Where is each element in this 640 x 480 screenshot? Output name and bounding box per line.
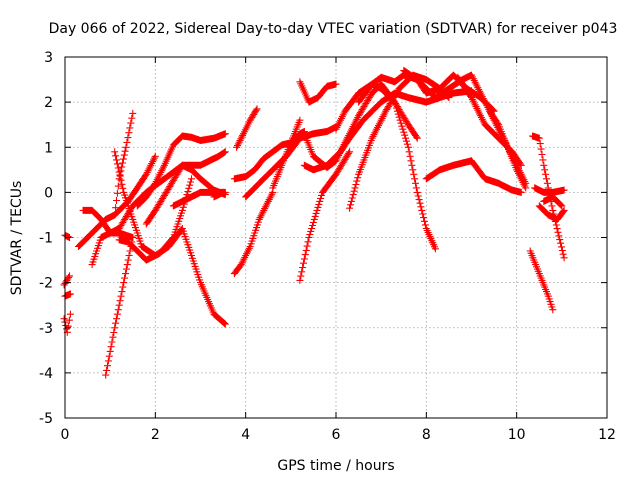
series-arc-7: [115, 175, 195, 264]
y-tick-label: -2: [39, 276, 53, 292]
series-arc-20: [269, 116, 304, 192]
data-point-plus-markers: [269, 116, 304, 192]
series-arc-30: [454, 73, 525, 169]
data-point-plus-markers: [102, 234, 137, 379]
y-tick-label: -4: [39, 366, 53, 382]
data-point-plus-markers: [296, 148, 354, 284]
series-arc-24: [300, 80, 439, 253]
x-tick-label: 4: [241, 427, 250, 443]
y-tick-label: 0: [44, 185, 53, 201]
x-tick-label: 10: [508, 427, 526, 443]
y-axis-label: SDTVAR / TECUs: [9, 181, 25, 296]
series-arc-22: [296, 148, 354, 284]
data-point-plus-markers: [300, 80, 439, 253]
data-point-plus-markers: [233, 105, 261, 151]
series-arc-5: [102, 234, 137, 379]
x-tick-label: 6: [332, 427, 341, 443]
x-tick-label: 2: [151, 427, 160, 443]
series-arc-34: [531, 184, 568, 196]
data-point-plus-markers: [210, 188, 227, 201]
series-arc-3: [60, 272, 73, 289]
series-arc-16: [230, 188, 277, 278]
series-arc-36: [540, 193, 566, 210]
data-point-plus-markers: [540, 193, 566, 210]
y-tick-label: 1: [44, 140, 53, 156]
data-point-plus-markers: [60, 272, 73, 289]
series-arc-2: [61, 290, 74, 300]
y-tick-label: 2: [44, 95, 53, 111]
data-point-plus-markers: [535, 202, 568, 223]
data-point-plus-markers: [61, 231, 73, 241]
data-point-plus-markers: [531, 184, 568, 196]
series-arc-9: [79, 206, 137, 241]
x-tick-label: 0: [61, 427, 70, 443]
chart-title: Day 066 of 2022, Sidereal Day-to-day VTE…: [49, 21, 618, 37]
data-point-plus-markers: [230, 188, 277, 278]
x-tick-label: 12: [598, 427, 616, 443]
data-point-plus-markers: [296, 78, 340, 106]
data-point-plus-markers: [75, 152, 159, 250]
data-point-plus-markers: [526, 247, 557, 314]
x-axis-label: GPS time / hours: [277, 458, 394, 474]
series-arc-32: [526, 247, 557, 314]
data-point-plus-markers: [486, 107, 530, 192]
y-tick-label: -3: [39, 321, 53, 337]
y-tick-label: -1: [39, 231, 53, 247]
series-arc-1: [61, 231, 73, 241]
series-arc-19: [233, 105, 261, 151]
series-arc-31: [486, 107, 530, 192]
series-arc-10: [75, 152, 159, 250]
series-arc-29: [422, 157, 525, 196]
series-arc-35: [535, 202, 568, 223]
data-point-plus-markers: [422, 157, 525, 196]
data-point-plus-markers: [61, 290, 74, 300]
series-arc-21: [296, 78, 340, 106]
data-point-plus-markers: [133, 130, 229, 210]
grid-lines: [65, 57, 607, 418]
series-arc-15: [210, 188, 227, 201]
y-tick-label: 3: [44, 50, 53, 66]
data-point-plus-markers: [79, 206, 137, 241]
data-point-plus-markers: [111, 109, 137, 219]
series-arc-4: [60, 310, 74, 336]
data-point-plus-markers: [60, 310, 74, 336]
x-tick-label: 8: [422, 427, 431, 443]
series-arc-12: [133, 130, 229, 210]
data-marks: [60, 67, 568, 379]
series-arc-11: [111, 109, 137, 219]
y-tick-label: -5: [39, 411, 53, 427]
data-point-plus-markers: [115, 175, 195, 264]
data-point-plus-markers: [454, 73, 525, 169]
